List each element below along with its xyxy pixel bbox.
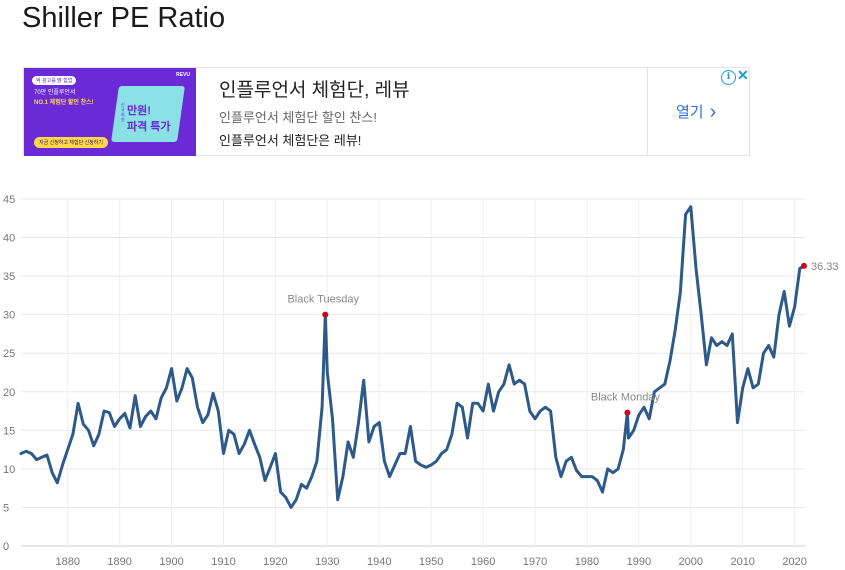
annotation-label: Black Tuesday xyxy=(287,294,359,306)
y-tick-label: 40 xyxy=(3,233,15,245)
y-tick-label: 35 xyxy=(3,271,15,283)
ad-image-line2: NO.1 체험단 할인 찬스! xyxy=(34,100,94,106)
ad-divider xyxy=(647,68,648,156)
chart-grid xyxy=(21,198,805,547)
ad-open-button[interactable]: 열기 › xyxy=(676,101,716,122)
y-tick-label: 0 xyxy=(3,541,9,553)
x-tick-label: 1900 xyxy=(159,556,183,568)
ad-banner[interactable]: 억 광고를 밝 힘업 REVU 70만 인플루언서 NO.1 체험단 할인 찬스… xyxy=(23,67,750,156)
x-tick-label: 1960 xyxy=(471,556,495,568)
x-tick-label: 1880 xyxy=(55,556,79,568)
page-title: Shiller PE Ratio xyxy=(22,2,226,34)
ad-image-tile-line2: 파격 특가 xyxy=(127,121,171,133)
x-tick-label: 1930 xyxy=(315,556,339,568)
y-tick-label: 5 xyxy=(3,502,9,514)
chevron-right-icon: › xyxy=(709,100,717,123)
ad-image[interactable]: 억 광고를 밝 힘업 REVU 70만 인플루언서 NO.1 체험단 할인 찬스… xyxy=(24,68,196,156)
annotation-marker xyxy=(322,311,329,318)
series-line xyxy=(19,205,806,509)
annotations: Black Tuesday Black Monday 36.33 xyxy=(287,261,838,416)
annotation-label: Black Monday xyxy=(591,392,661,404)
x-tick-label: 1950 xyxy=(419,556,443,568)
x-tick-label: 1910 xyxy=(211,556,235,568)
y-tick-label: 20 xyxy=(3,387,15,399)
x-tick-label: 1920 xyxy=(263,556,287,568)
y-tick-label: 25 xyxy=(3,348,15,360)
y-tick-label: 45 xyxy=(3,194,15,206)
x-tick-label: 1990 xyxy=(627,556,651,568)
y-tick-label: 15 xyxy=(3,425,15,437)
ad-image-pill: 억 광고를 밝 힘업 xyxy=(32,76,77,85)
x-tick-label: 1980 xyxy=(575,556,599,568)
ad-image-line1: 70만 인플루언서 xyxy=(34,90,76,96)
ad-open-label: 열기 xyxy=(676,104,704,121)
x-tick-label: 1970 xyxy=(523,556,547,568)
ad-subline: 인플루언서 체험단 할인 찬스! xyxy=(219,110,377,125)
x-tick-label: 2020 xyxy=(782,556,806,568)
close-icon[interactable]: ✕ xyxy=(737,67,749,83)
ad-headline[interactable]: 인플루언서 체험단, 레뷰 xyxy=(219,80,410,101)
annotation-marker xyxy=(624,409,631,416)
x-tick-label: 2010 xyxy=(730,556,754,568)
last-value-marker xyxy=(800,262,807,269)
ad-image-cta: 지금 신청하고 체험단 신청하기 xyxy=(34,137,108,148)
x-tick-label: 1940 xyxy=(367,556,391,568)
ad-image-tile-line1: 만원! xyxy=(127,105,151,117)
ad-image-brand: REVU xyxy=(176,72,190,78)
y-tick-label: 30 xyxy=(3,310,15,322)
x-tick-label: 2000 xyxy=(679,556,703,568)
y-axis: 0 5 10 15 20 25 30 35 40 45 xyxy=(3,194,15,553)
x-tick-label: 1890 xyxy=(107,556,131,568)
x-axis: 1880 1890 1900 1910 1920 1930 1940 1950 1960 1970… xyxy=(55,556,806,568)
ad-text[interactable]: 인플루언서 체험단, 레뷰 인플루언서 체험단 할인 찬스! 인플루언서 체험단… xyxy=(219,75,410,149)
info-icon[interactable]: i xyxy=(721,70,736,85)
ad-subline-2: 인플루언서 체험단은 레뷰! xyxy=(219,133,362,148)
last-value-label: 36.33 xyxy=(811,261,839,273)
y-tick-label: 10 xyxy=(3,464,15,476)
ad-image-tile-small: 신규 회원 xyxy=(121,102,125,122)
